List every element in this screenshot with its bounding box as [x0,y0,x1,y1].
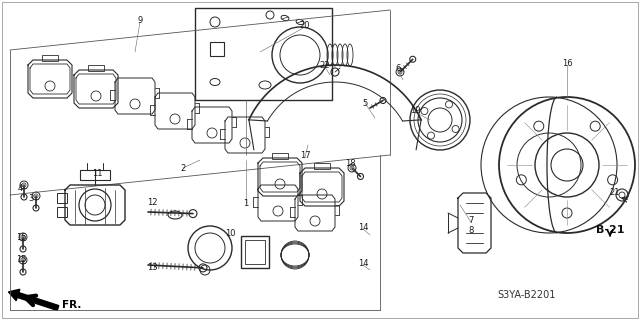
Text: 9: 9 [138,15,143,25]
Text: 21: 21 [610,188,620,196]
Text: B-21: B-21 [596,225,624,235]
Text: 15: 15 [16,233,26,242]
Text: 4: 4 [17,183,22,193]
Text: 19: 19 [410,106,420,115]
Text: 10: 10 [225,228,236,237]
Text: 11: 11 [92,169,102,178]
Bar [195,8,332,100]
Text: 8: 8 [468,226,474,235]
Text: 17: 17 [300,150,310,159]
Text: 22: 22 [320,60,330,69]
Bar [210,42,224,56]
Text: 15: 15 [16,255,26,265]
Text: 7: 7 [468,215,474,225]
Text: 16: 16 [562,59,572,68]
Text: FR.: FR. [62,300,82,310]
Bar [57,193,67,203]
Bar [314,163,330,169]
Text: 12: 12 [147,197,157,206]
Text: 3: 3 [28,194,34,203]
Text: 2: 2 [180,164,186,172]
Text: 20: 20 [300,20,310,29]
Bar [80,170,110,180]
Text: 5: 5 [362,99,367,108]
Bar [272,153,288,159]
Text: 18: 18 [345,158,355,167]
FancyArrow shape [8,289,59,310]
Text: 13: 13 [147,263,157,273]
Bar [245,240,265,264]
Text: 1: 1 [243,198,248,207]
Text: 14: 14 [358,259,368,268]
Bar [241,236,269,268]
Text: S3YA-B2201: S3YA-B2201 [498,290,556,300]
Bar [57,207,67,217]
Bar [42,55,58,61]
Text: 14: 14 [358,222,368,231]
Bar [88,65,104,71]
Text: 6: 6 [396,63,401,73]
